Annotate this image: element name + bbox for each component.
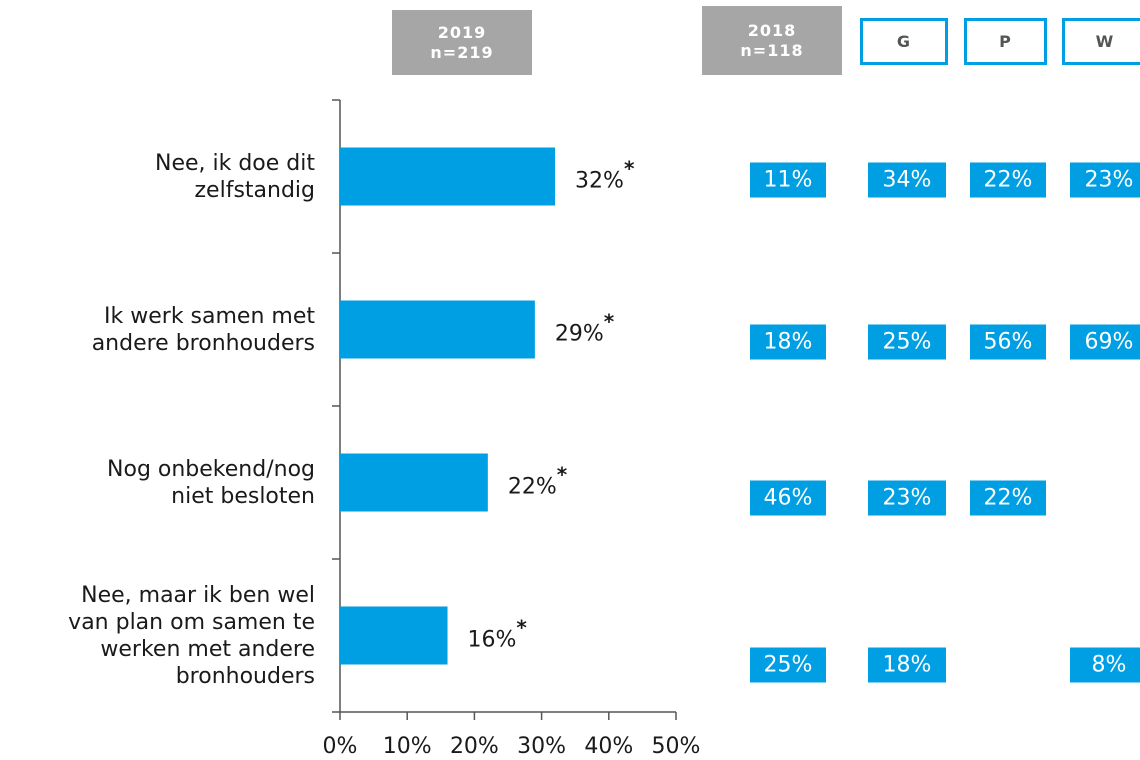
value-label: 29%* xyxy=(554,309,614,347)
column-header: G xyxy=(860,18,948,65)
value-box: 34% xyxy=(868,162,946,198)
x-tick-label: 10% xyxy=(382,734,432,759)
value-box: 11% xyxy=(750,162,826,198)
column-header: P xyxy=(964,18,1047,65)
value-box: 46% xyxy=(750,480,826,516)
value-text: 22% xyxy=(507,474,557,500)
value-text: 29% xyxy=(554,321,604,347)
value-box: 22% xyxy=(970,480,1046,516)
significance-note: * xyxy=(556,461,568,486)
column-header: 2018 n=118 xyxy=(702,6,842,75)
bar xyxy=(340,300,535,359)
value-box: 23% xyxy=(1070,162,1140,198)
bar xyxy=(340,147,556,206)
value-text: 32% xyxy=(575,168,624,194)
value-box: 22% xyxy=(970,162,1046,198)
x-tick-label: 20% xyxy=(449,734,499,759)
category-label: Nee, maar ik ben wel van plan om samen t… xyxy=(68,582,315,689)
value-box: 25% xyxy=(750,647,826,683)
category-label: Nee, ik doe dit zelfstandig xyxy=(154,150,315,203)
x-tick-label: 0% xyxy=(322,734,358,759)
significance-note: * xyxy=(603,308,615,333)
value-box: 18% xyxy=(750,324,826,360)
value-label: 16%* xyxy=(467,615,527,653)
value-text: 16% xyxy=(467,627,517,653)
header: 2019 n=219 xyxy=(392,10,532,75)
bar xyxy=(340,453,488,512)
category-label: Ik werk samen met andere bronhouders xyxy=(91,303,315,356)
significance-note: * xyxy=(623,155,635,180)
x-tick-label: 30% xyxy=(517,734,567,759)
x-tick-label: 40% xyxy=(584,734,634,759)
bar xyxy=(340,606,448,665)
value-box: 23% xyxy=(868,480,946,516)
value-box: 69% xyxy=(1070,324,1140,360)
value-box: 18% xyxy=(868,647,946,683)
significance-note: * xyxy=(516,614,527,639)
column-header: W xyxy=(1062,18,1140,65)
value-box: 8% xyxy=(1070,647,1140,683)
x-tick-label: 50% xyxy=(651,734,701,759)
category-label: Nog onbekend/nog niet besloten xyxy=(107,456,315,509)
value-box: 25% xyxy=(868,324,946,360)
value-label: 22%* xyxy=(507,462,567,500)
value-box: 56% xyxy=(970,324,1046,360)
value-label: 32%* xyxy=(575,156,634,194)
